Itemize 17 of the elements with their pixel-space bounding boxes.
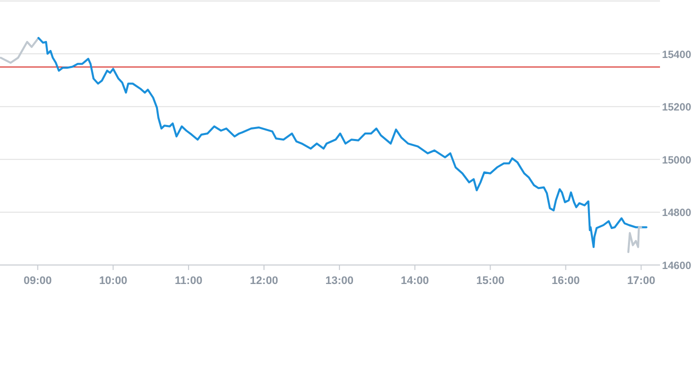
y-tick-label: 15200	[662, 102, 692, 114]
x-tick-label: 14:00	[400, 275, 429, 287]
y-tick-label: 14600	[662, 260, 692, 272]
line-series	[37, 36, 648, 248]
x-tick-label: 17:00	[627, 275, 656, 287]
y-tick-label: 15000	[662, 154, 692, 166]
y-tick-label: 14800	[662, 207, 692, 220]
y-tick-label: 15400	[662, 48, 692, 61]
line-series	[0, 36, 40, 64]
x-tick-label: 12:00	[250, 275, 278, 287]
line-series	[627, 226, 642, 254]
x-tick-label: 10:00	[99, 275, 128, 287]
x-tick-label: 09:00	[24, 275, 52, 287]
x-tick-label: 13:00	[325, 275, 354, 287]
x-tick-label: 11:00	[174, 275, 202, 287]
x-tick-label: 15:00	[476, 275, 504, 287]
x-tick-label: 16:00	[552, 275, 580, 287]
